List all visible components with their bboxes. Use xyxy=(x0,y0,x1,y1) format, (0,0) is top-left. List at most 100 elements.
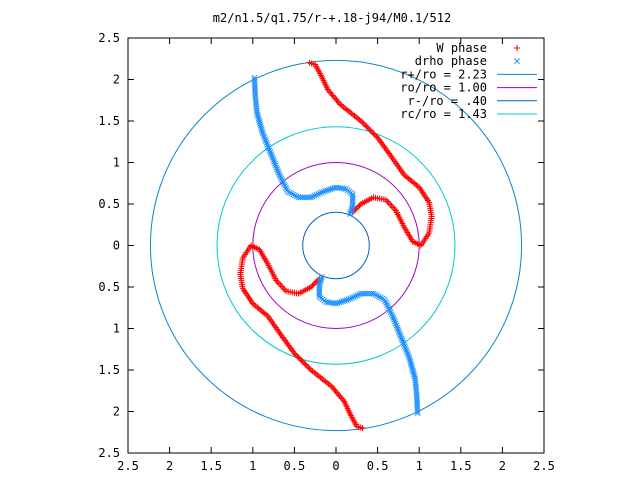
point-1-1-3-7 xyxy=(400,341,407,348)
point-1-1-13-3 xyxy=(318,276,325,283)
circle-layer xyxy=(149,59,523,432)
point-1-1-2-2 xyxy=(411,371,417,378)
point-1-0-2-9 xyxy=(258,126,265,133)
x-tick-label-2: 1.5 xyxy=(200,459,222,473)
point-0-1-5-10 xyxy=(294,353,301,360)
point-1-0-3-9 xyxy=(266,147,273,154)
legend-label-circle-3: rc/ro = 1.43 xyxy=(400,107,487,121)
point-1-1-4-3 xyxy=(395,328,402,335)
point-1-1-9-3 xyxy=(340,298,347,305)
point-0-1-8-9 xyxy=(251,301,258,308)
point-1-0-3-10 xyxy=(267,149,274,156)
point-1-0-4-3 xyxy=(270,156,277,163)
point-0-0-5-1 xyxy=(359,119,366,126)
point-0-0-5-8 xyxy=(369,129,376,136)
y-tick-label-6: 0.5 xyxy=(98,280,120,294)
point-0-1-19-0 xyxy=(308,284,315,290)
point-0-0-19-1 xyxy=(356,202,363,209)
point-1-1-8-6 xyxy=(347,295,354,302)
point-1-1-2-1 xyxy=(411,373,418,380)
point-1-0-2-1 xyxy=(254,111,261,118)
point-0-1-5-1 xyxy=(306,365,313,372)
point-1-1-13-2 xyxy=(317,278,324,285)
point-1-1-4-7 xyxy=(392,320,399,327)
point-0-0-19-2 xyxy=(355,203,362,210)
point-1-0-4-7 xyxy=(273,164,280,171)
point-1-0-8-5 xyxy=(317,190,323,197)
point-1-1-4-0 xyxy=(397,333,404,340)
point-1-0-9-3 xyxy=(325,186,332,193)
point-1-1-8-0 xyxy=(358,290,364,297)
point-1-1-4-1 xyxy=(397,331,404,338)
point-1-1-2-5 xyxy=(409,365,416,372)
point-1-1-2-9 xyxy=(407,358,414,365)
x-tick-label-8: 1.5 xyxy=(450,459,472,473)
point-1-0-2-6 xyxy=(257,121,264,127)
point-0-1-5-6 xyxy=(299,358,306,365)
y-axis: 2.5 2 1.5 1 0.5 0 0.5 1 1.5 2 2.5 xyxy=(98,31,544,460)
point-1-1-8-4 xyxy=(350,294,357,300)
point-1-0-4-2 xyxy=(269,155,276,161)
x-tick-label-7: 1 xyxy=(416,459,423,473)
point-1-0-9-4 xyxy=(327,186,334,193)
point-1-0-3-3 xyxy=(262,136,269,143)
point-1-1-3-9 xyxy=(399,337,406,344)
point-1-0-9-2 xyxy=(324,187,331,194)
y-tick-label-4: 0.5 xyxy=(98,197,120,211)
chart-title: m2/n1.5/q1.75/r-+.18-j94/M0.1/512 xyxy=(213,11,451,25)
point-1-0-8-6 xyxy=(318,189,325,196)
point-0-0-5-7 xyxy=(367,127,374,134)
point-1-0-3-4 xyxy=(262,138,269,144)
point-0-1-16-3 xyxy=(277,281,284,288)
y-tick-label-5: 0 xyxy=(113,239,120,253)
point-0-1-5-8 xyxy=(296,355,303,362)
x-tick-label-6: 0.5 xyxy=(367,459,389,473)
point-0-0-3-9 xyxy=(335,99,342,106)
point-0-1-5-2 xyxy=(305,364,312,371)
point-1-1-4-4 xyxy=(394,326,401,333)
x-tick-label-0: 2.5 xyxy=(117,459,139,473)
point-0-0-5-4 xyxy=(363,123,370,130)
y-tick-label-0: 2.5 xyxy=(98,31,120,45)
x-tick-label-4: 0.5 xyxy=(284,459,306,473)
series-layer xyxy=(237,59,435,432)
point-1-1-4-8 xyxy=(391,318,398,325)
point-0-0-16-2 xyxy=(390,204,397,211)
legend-label-series-0: W phase xyxy=(436,41,487,55)
point-1-1-4-5 xyxy=(394,324,401,331)
legend-marker-series-0 xyxy=(514,45,520,51)
point-1-1-3-8 xyxy=(400,339,407,346)
point-1-1-2-8 xyxy=(407,360,414,367)
y-tick-label-8: 1.5 xyxy=(98,363,120,377)
point-1-1-3-6 xyxy=(401,343,408,350)
point-0-0-8-9 xyxy=(414,183,421,190)
point-0-0-5-9 xyxy=(370,130,377,137)
point-1-0-2-10 xyxy=(259,128,266,135)
y-tick-label-2: 1.5 xyxy=(98,114,120,128)
point-1-1-2-6 xyxy=(408,364,415,370)
point-1-0-2-8 xyxy=(258,124,265,131)
point-0-0-16-3 xyxy=(388,203,395,210)
point-1-1-2-4 xyxy=(409,367,416,374)
point-1-1-3-3 xyxy=(403,348,410,355)
point-1-0-4-6 xyxy=(272,162,279,169)
point-1-0-13-3 xyxy=(347,208,354,215)
point-0-1-16-5 xyxy=(280,285,287,292)
point-0-0-5-2 xyxy=(360,120,367,127)
circle-2 xyxy=(302,211,370,280)
point-0-1-5-4 xyxy=(302,361,309,368)
x-tick-label-1: 2 xyxy=(166,459,173,473)
point-1-1-2-0 xyxy=(412,375,418,382)
point-1-0-9-1 xyxy=(322,188,329,194)
point-1-0-2-5 xyxy=(256,119,263,126)
x-tick-label-10: 2.5 xyxy=(533,459,555,473)
point-1-1-9-1 xyxy=(343,297,350,303)
point-0-1-19-2 xyxy=(310,281,317,288)
point-1-0-9-0 xyxy=(320,188,327,195)
legend-label-circle-0: r+/ro = 2.23 xyxy=(400,67,487,81)
point-1-1-3-5 xyxy=(402,345,409,352)
point-0-1-5-9 xyxy=(295,354,302,361)
point-1-0-3-2 xyxy=(261,134,268,141)
point-1-0-4-0 xyxy=(268,151,275,158)
